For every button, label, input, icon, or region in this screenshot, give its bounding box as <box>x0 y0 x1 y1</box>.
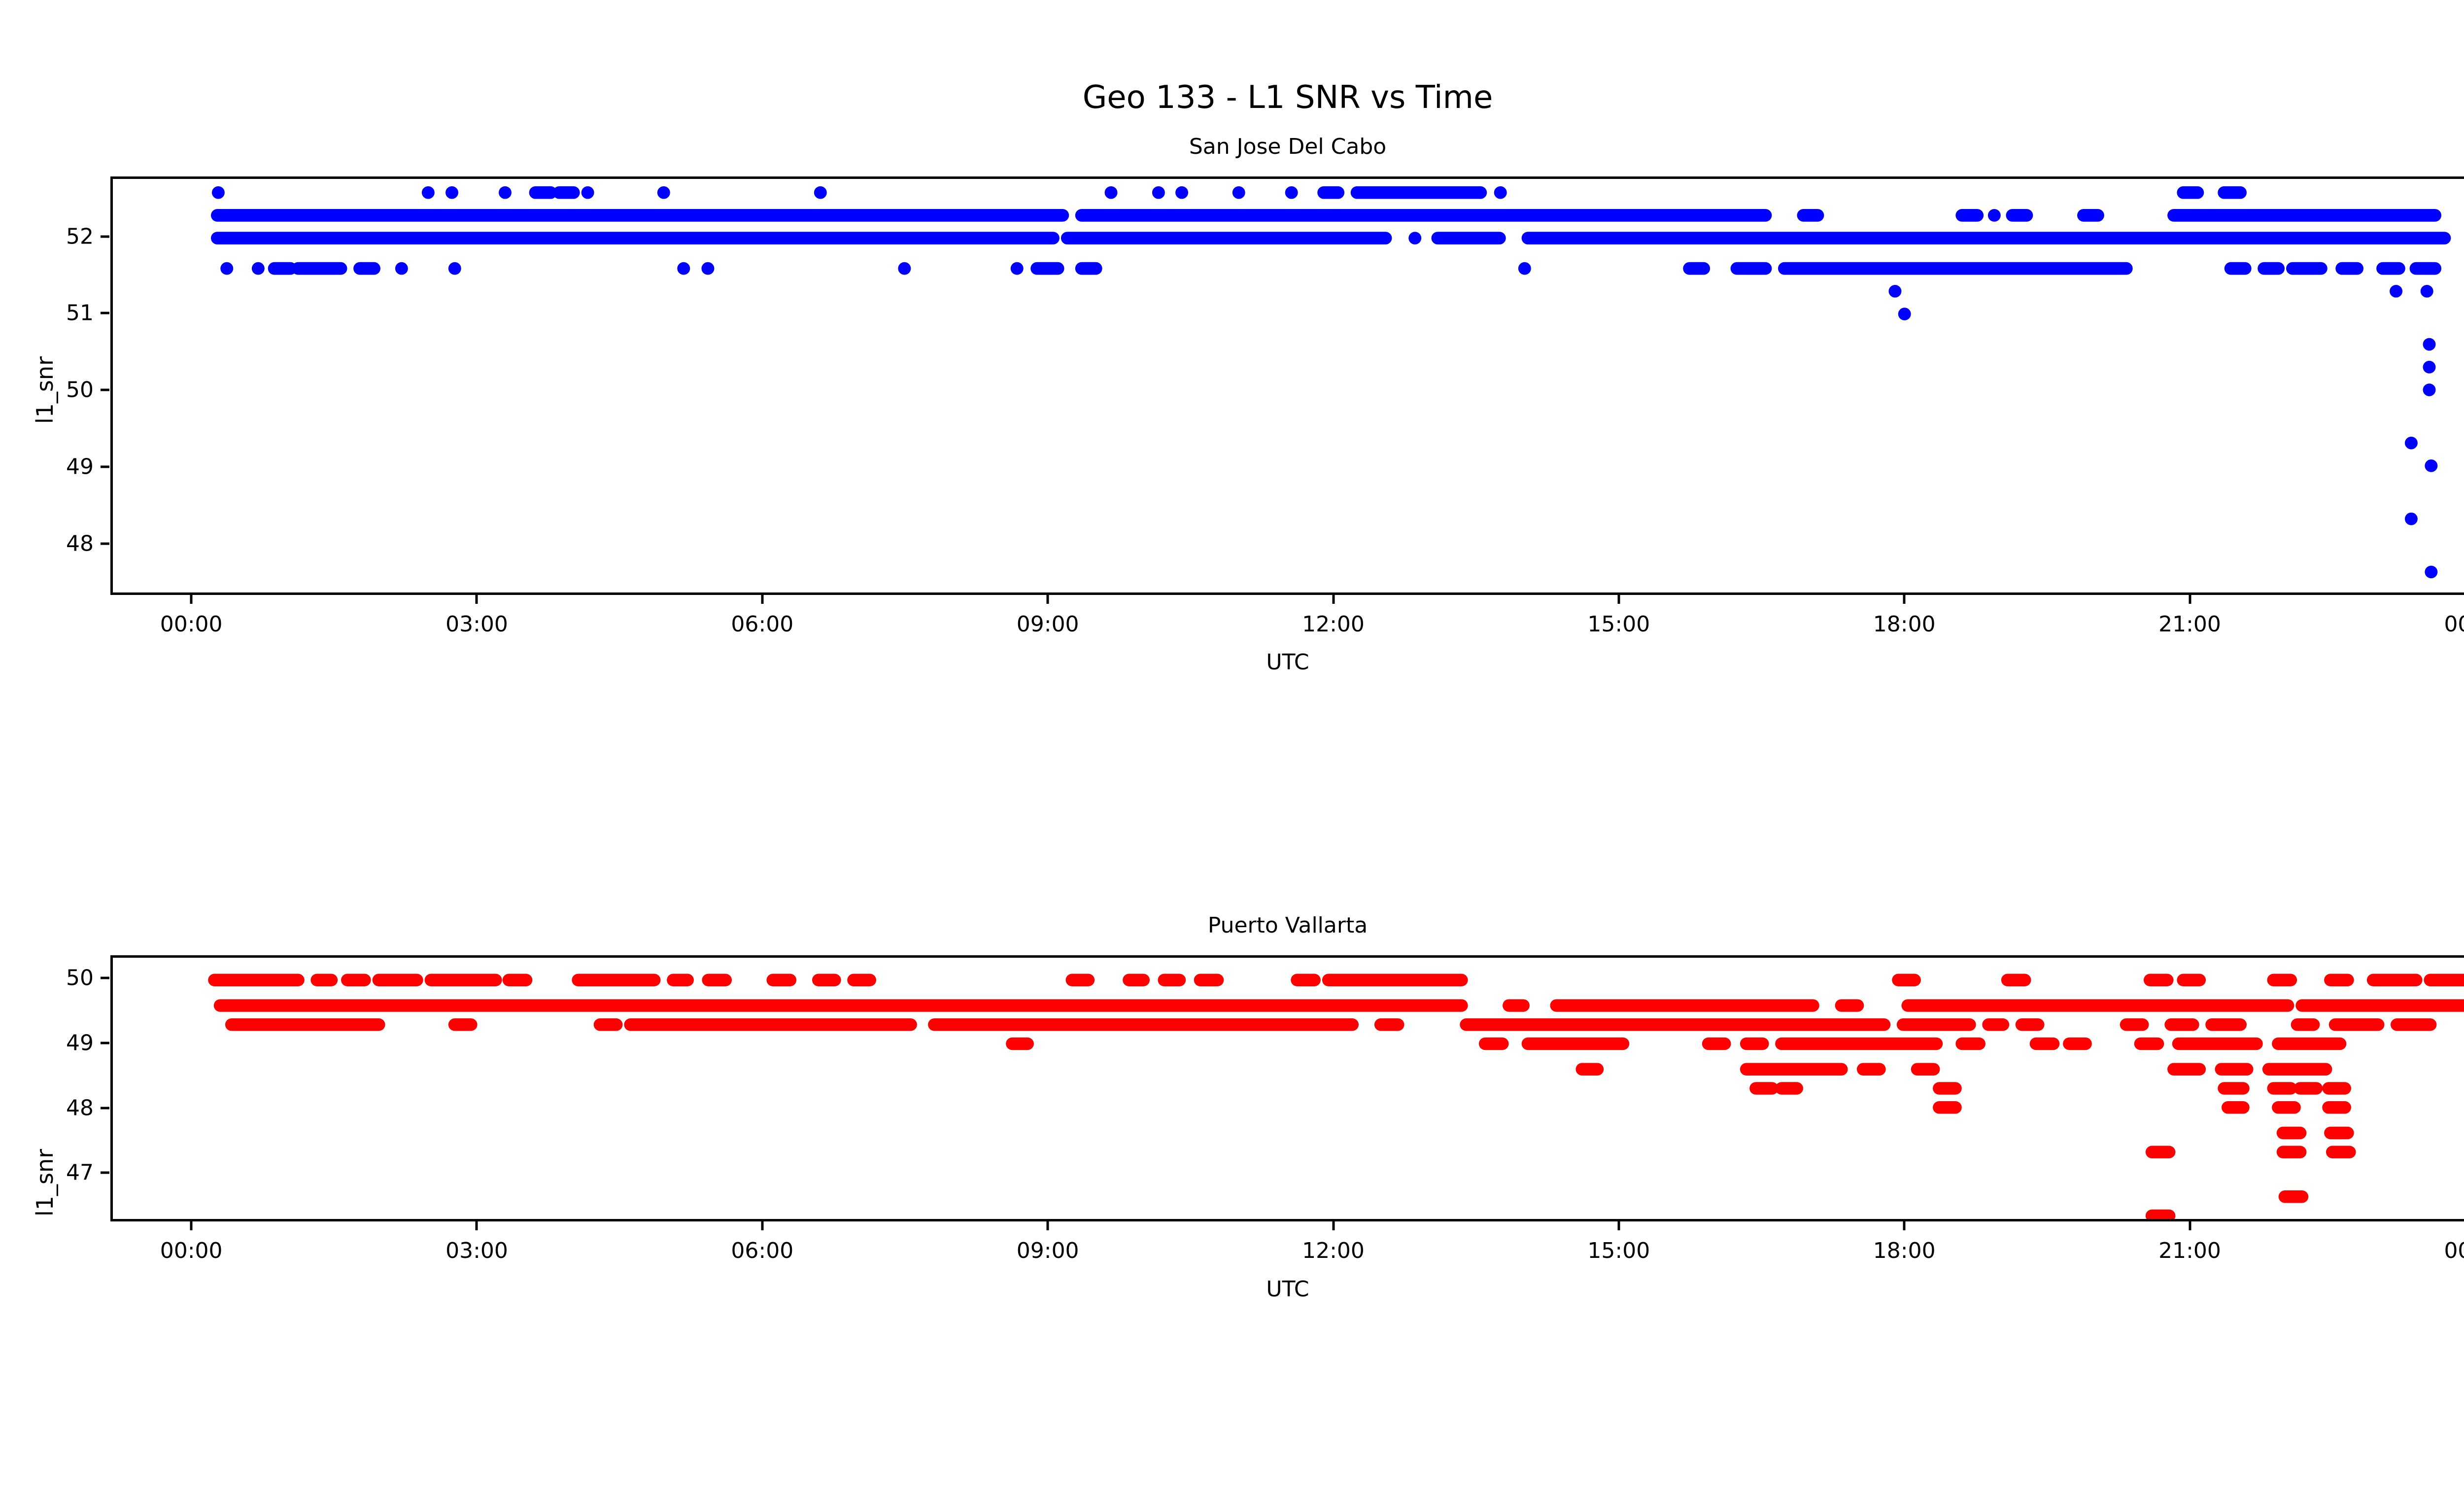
x-tick-mark <box>761 1221 764 1230</box>
x-tick-label: 18:00 <box>1873 1238 1936 1263</box>
scatter-canvas-1 <box>208 973 2464 1219</box>
y-tick-mark <box>101 1107 109 1109</box>
x-tick-mark <box>1903 1221 1906 1230</box>
x-tick-mark <box>1332 1221 1335 1230</box>
x-tick-mark <box>2189 1221 2191 1230</box>
x-tick-mark <box>475 1221 478 1230</box>
y-tick-mark <box>101 388 109 391</box>
x-tick-mark <box>2189 595 2191 604</box>
scatter-canvas-0 <box>211 186 2451 579</box>
x-tick-mark <box>1617 1221 1620 1230</box>
x-tick-mark <box>475 595 478 604</box>
y-tick-label: 47 <box>66 1160 94 1185</box>
subplot-puerto-vallarta: Puerto Vallarta l1_snr 47 48 49 50 00:00 03:… <box>0 779 2464 1495</box>
x-tick-label: 00:00 <box>160 1238 223 1263</box>
subplot-title-0: San Jose Del Cabo <box>1189 134 1387 159</box>
x-tick-label: 18:00 <box>1873 612 1936 637</box>
y-tick-mark <box>101 542 109 545</box>
x-axis-label-0: UTC <box>1266 650 1309 675</box>
y-tick-label: 50 <box>66 965 94 991</box>
x-tick-mark <box>190 595 193 604</box>
y-tick-label: 49 <box>66 1030 94 1056</box>
y-tick-mark <box>101 1042 109 1044</box>
x-tick-label: 21:00 <box>2158 1238 2221 1263</box>
x-tick-label: 03:00 <box>445 612 508 637</box>
x-tick-label: 12:00 <box>1302 1238 1365 1263</box>
y-tick-label: 48 <box>66 1095 94 1120</box>
x-tick-label: 15:00 <box>1587 1238 1650 1263</box>
y-tick-label: 51 <box>66 300 94 326</box>
x-tick-label: 09:00 <box>1016 612 1079 637</box>
x-tick-label: 03:00 <box>445 1238 508 1263</box>
figure-title-line-1: Geo 133 - L1 SNR vs Time <box>1082 79 1493 116</box>
y-tick-label: 48 <box>66 531 94 556</box>
x-tick-label: 00:00 <box>160 612 223 637</box>
x-tick-label: 06:00 <box>731 612 794 637</box>
y-tick-label: 50 <box>66 377 94 403</box>
x-tick-label: 21:00 <box>2158 612 2221 637</box>
y-tick-mark <box>101 1171 109 1174</box>
plot-area-0[interactable] <box>110 176 2464 595</box>
x-tick-mark <box>1332 595 1335 604</box>
y-tick-label: 49 <box>66 454 94 480</box>
subplot-title-1: Puerto Vallarta <box>1207 913 1368 938</box>
x-tick-mark <box>1903 595 1906 604</box>
y-tick-mark <box>101 976 109 979</box>
x-tick-label: 15:00 <box>1587 612 1650 637</box>
x-tick-label: 06:00 <box>731 1238 794 1263</box>
subplot-san-jose-del-cabo: San Jose Del Cabo l1_snr 48 49 50 51 52 00:0… <box>0 0 2464 690</box>
x-axis-label-1: UTC <box>1266 1277 1309 1302</box>
x-tick-mark <box>1046 595 1049 604</box>
y-tick-mark <box>101 235 109 238</box>
y-tick-label: 52 <box>66 224 94 249</box>
x-tick-label: 09:00 <box>1016 1238 1079 1263</box>
x-tick-mark <box>190 1221 193 1230</box>
x-tick-label: 00:00 <box>2444 1238 2464 1263</box>
x-tick-mark <box>761 595 764 604</box>
x-tick-label: 12:00 <box>1302 612 1365 637</box>
x-tick-mark <box>1617 595 1620 604</box>
plot-area-1[interactable] <box>110 955 2464 1221</box>
y-tick-mark <box>101 465 109 468</box>
x-tick-mark <box>1046 1221 1049 1230</box>
x-tick-label: 00:00 <box>2444 612 2464 637</box>
y-tick-mark <box>101 312 109 314</box>
